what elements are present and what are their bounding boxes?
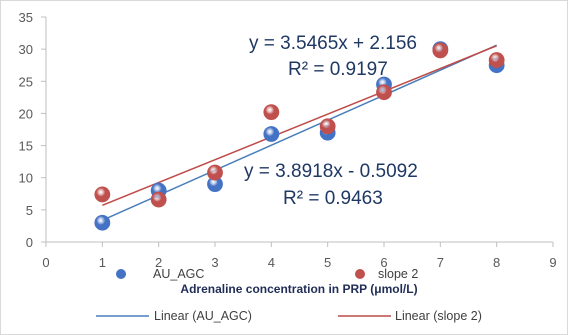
x-tick-label: 4 (268, 255, 275, 270)
trendlines (102, 44, 497, 221)
y-tick-label: 30 (19, 42, 33, 57)
y-tick-label: 10 (19, 171, 33, 186)
data-point-au-agc (263, 126, 280, 142)
x-tick-label: 6 (380, 255, 387, 270)
legend-label-linear-slope2: Linear (slope 2) (395, 309, 482, 323)
data-point-slope2 (150, 191, 167, 208)
x-tick-label: 3 (211, 255, 218, 270)
data-point-slope2 (376, 84, 392, 101)
legend-label-slope2: slope 2 (378, 267, 418, 281)
y-tick-label: 0 (26, 235, 33, 250)
y-tick-label: 20 (19, 106, 33, 121)
axes: 0 1 2 3 4 5 6 7 8 9 0 5 10 15 20 25 30 35 (19, 10, 557, 270)
equation-au-agc: y = 3.8918x - 0.5092 (244, 161, 418, 182)
legend-marker-au-agc (116, 269, 126, 279)
trendline-0 (102, 44, 497, 221)
equation-labels: y = 3.5465x + 2.156 R² = 0.9197 y = 3.89… (244, 33, 418, 209)
equation-slope2: y = 3.5465x + 2.156 (249, 33, 417, 54)
legend-label-au-agc: AU_AGC (153, 267, 204, 281)
x-axis-label: Adrenaline concentration in PRP (μmol/L) (180, 282, 417, 296)
x-tick-label: 2 (155, 255, 162, 270)
x-tick-label: 9 (549, 255, 556, 270)
trendline-1 (102, 45, 497, 207)
y-tick-label: 35 (19, 10, 33, 25)
legend: AU_AGC slope 2 Linear (AU_AGC) Linear (s… (96, 267, 482, 323)
data-point-slope2 (319, 118, 336, 135)
data-point-slope2 (488, 52, 505, 68)
legend-marker-slope2 (355, 269, 365, 279)
x-tick-label: 8 (493, 255, 500, 270)
x-tick-label: 1 (99, 255, 106, 270)
x-tick-label: 5 (324, 255, 331, 270)
x-tick-label: 7 (437, 255, 444, 270)
y-tick-label: 25 (19, 74, 33, 89)
data-point-slope2 (207, 164, 223, 181)
legend-label-linear-au-agc: Linear (AU_AGC) (154, 309, 252, 323)
data-point-au-agc (94, 214, 111, 231)
y-tick-label: 5 (26, 203, 33, 218)
data-points (94, 41, 505, 231)
r2-au-agc: R² = 0.9463 (283, 188, 383, 209)
y-tick-label: 15 (19, 139, 33, 154)
data-point-slope2 (94, 186, 111, 203)
r2-slope2: R² = 0.9197 (288, 59, 388, 80)
data-point-slope2 (432, 42, 449, 59)
data-point-slope2 (263, 104, 280, 121)
x-tick-label: 0 (42, 255, 49, 270)
